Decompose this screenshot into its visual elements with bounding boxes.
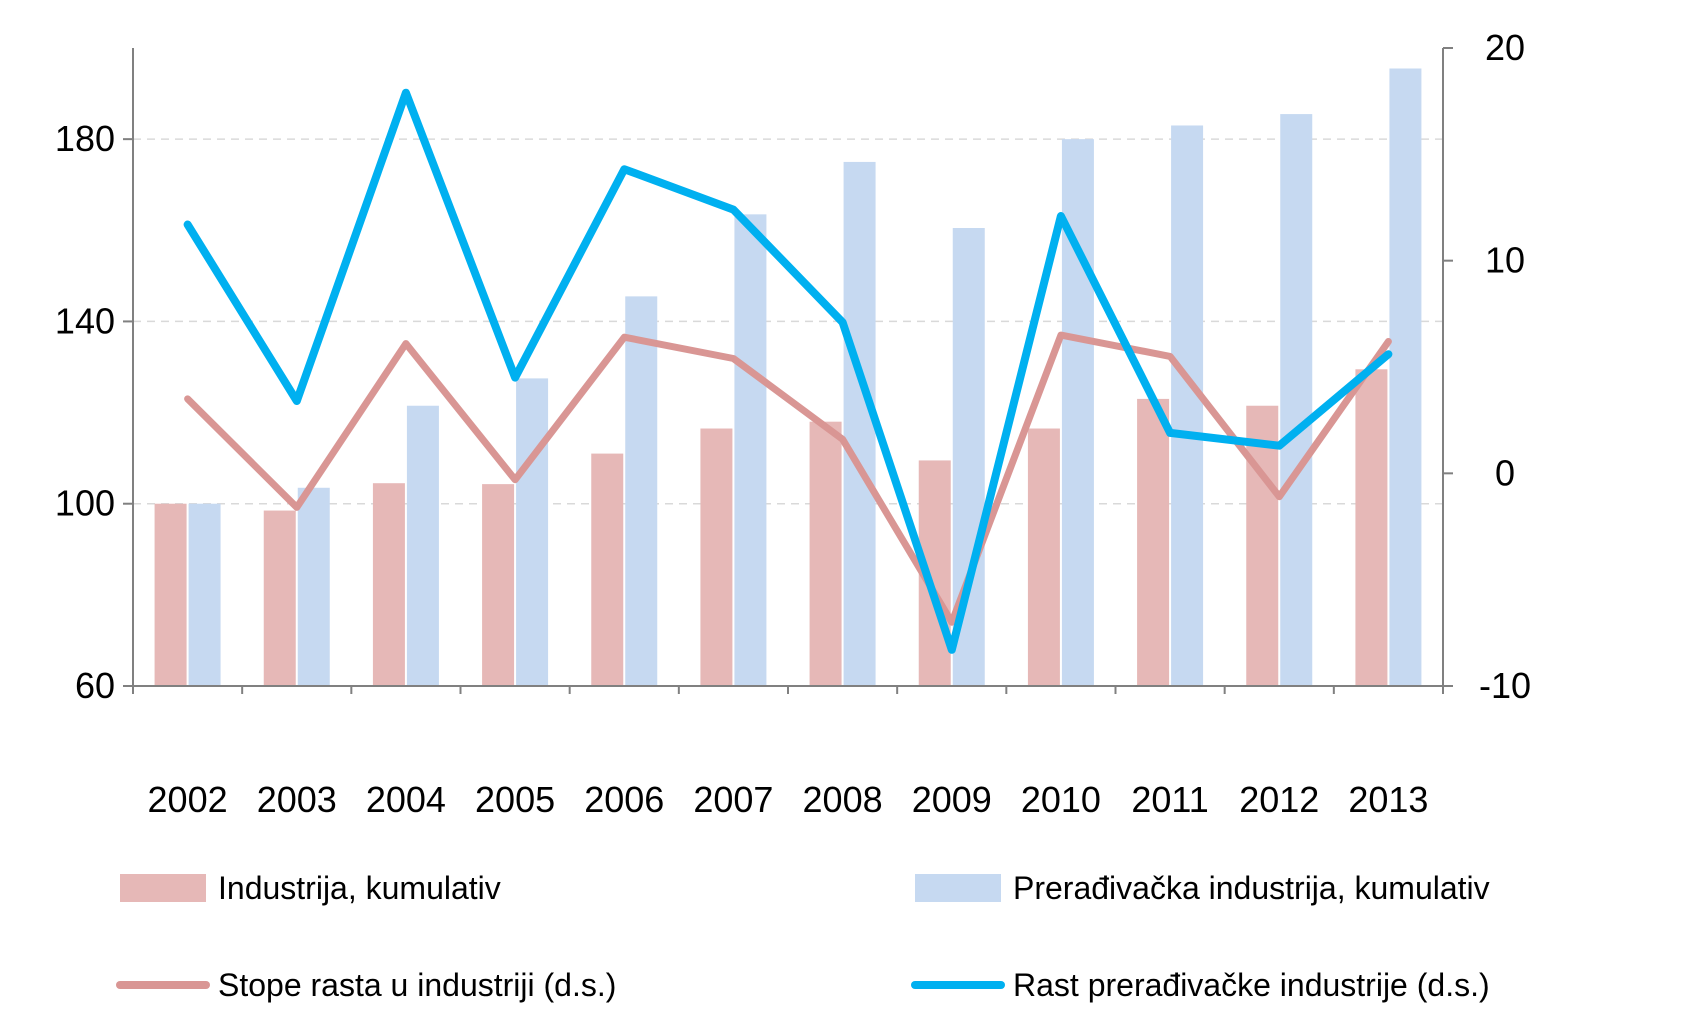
left-tick-label: 100 [55,483,115,524]
industrija-bar [591,453,624,686]
industrija-bar [1027,428,1060,686]
industrija-bar [1137,398,1170,686]
x-tick-label: 2003 [257,779,337,820]
right-tick-label: 10 [1485,240,1525,281]
x-tick-label: 2004 [366,779,446,820]
legend-layer: Industrija, kumulativ Prerađivačka indust… [116,870,1490,1003]
x-tick-label: 2006 [584,779,664,820]
x-tick-label: 2013 [1348,779,1428,820]
industrija-bar [1355,369,1388,686]
legend-industrija-line-label: Stope rasta u industriji (d.s.) [218,967,616,1003]
industrija-bar [263,510,296,686]
preradjivacka-bar [297,487,330,686]
lines-layer [183,88,1393,654]
preradjivacka-bar [516,378,549,686]
preradjivacka-bar [1171,125,1204,686]
industrija-bar [154,503,187,686]
x-tick-label: 2007 [693,779,773,820]
legend-preradjivacka-bar-label: Prerađivačka industrija, kumulativ [1013,870,1490,906]
preradjivacka-bar [1280,114,1313,687]
industrija-bar [809,421,842,686]
industrija-growth-line [184,331,1392,626]
preradjivacka-bar [1389,68,1422,686]
preradjivacka-bar [843,161,876,686]
x-tick-label: 2012 [1239,779,1319,820]
industrija-bar [372,483,405,686]
x-tick-label: 2009 [912,779,992,820]
preradjivacka-bar [188,503,221,686]
axes-layer [123,47,1453,694]
bars-layer [154,68,1422,687]
right-tick-label: 0 [1495,452,1515,493]
x-tick-label: 2002 [148,779,228,820]
legend-industrija-bar-label: Industrija, kumulativ [218,870,501,906]
preradjivacka-bar [625,296,658,686]
labels-layer: 60 100 140 180 -10 0 10 20 2002 2003 2004 2005 2006 2… [55,27,1531,820]
right-tick-label: 20 [1485,27,1525,68]
x-tick-label: 2005 [475,779,555,820]
industrija-bar [700,428,733,686]
legend-preradjivacka-bar-swatch [915,874,1001,902]
industrija-bar [482,484,515,686]
left-tick-label: 60 [75,665,115,706]
x-tick-label: 2011 [1131,779,1208,820]
x-tick-label: 2008 [803,779,883,820]
preradjivacka-bar [406,405,439,686]
left-tick-label: 180 [55,118,115,159]
x-tick-label: 2010 [1021,779,1101,820]
legend-preradjivacka-line-label: Rast prerađivačke industrije (d.s.) [1013,967,1490,1003]
preradjivacka-bar [734,214,767,687]
industrija-bar [1246,405,1279,686]
left-tick-label: 140 [55,300,115,341]
right-tick-label: -10 [1479,665,1531,706]
preradjivacka-growth-line [183,88,1393,654]
legend-industrija-bar-swatch [120,874,206,902]
